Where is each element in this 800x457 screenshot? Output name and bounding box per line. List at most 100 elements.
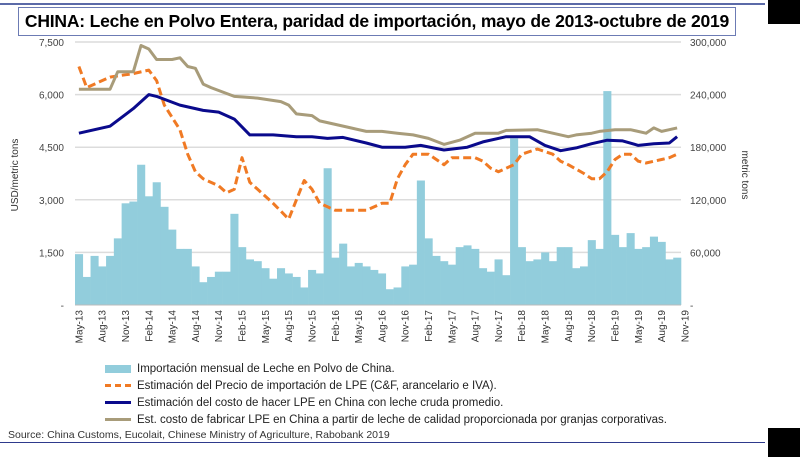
x-tick-label: May-18 [541,310,552,344]
bar [191,266,200,305]
x-tick-label: Aug-14 [191,310,202,343]
y-tick-label: 6,000 [39,91,64,102]
bar [564,247,573,305]
y-tick-label: 7,500 [39,38,64,49]
x-tick-label: May-15 [261,310,272,344]
bar [673,257,682,305]
bar [183,248,192,305]
bar [370,269,379,305]
bar [580,266,589,305]
bar [308,269,317,305]
bar [525,261,534,305]
bar [556,247,565,305]
bar [75,254,84,305]
bar [323,168,332,305]
bar [603,91,612,306]
series-line-1 [78,93,679,153]
bar [168,229,177,305]
top-divider [0,3,765,5]
legend-label: Est. costo de fabricar LPE en China a pa… [137,413,667,426]
bar [222,271,231,305]
legend: Importación mensual de Leche en Polvo de… [105,360,667,428]
bar [665,259,674,305]
bar [331,257,340,305]
bar [106,255,115,305]
x-tick-label: Nov-16 [401,310,412,343]
bar [137,164,146,305]
x-tick-label: Nov-13 [121,310,132,343]
chart-svg: - - 1,500 60,000 3,000 120,000 4,500 180,000 6,0… [10,38,750,344]
x-tick-label: Feb-17 [424,310,435,342]
x-tick-label: Nov-17 [494,310,505,343]
bar [517,247,526,305]
bar [207,276,216,305]
bar [455,247,464,305]
bar [160,206,169,305]
bar [230,213,239,305]
bar [129,201,138,305]
legend-swatch-dashed [105,384,131,387]
legend-label: Estimación del costo de hacer LPE en Chi… [137,396,504,409]
chart-title: CHINA: Leche en Polvo Entera, paridad de… [18,7,736,36]
x-tick-label: Aug-13 [98,310,109,343]
bar [300,287,309,305]
bar [409,264,418,305]
bar [113,238,122,305]
bar [486,271,495,305]
x-tick-label: Nov-14 [214,310,225,343]
bar [447,264,456,305]
bar [176,248,185,305]
y2-tick-label: 300,000 [690,38,727,49]
y2-tick-label: - [690,301,693,312]
legend-swatch-line [105,418,131,421]
bar [393,287,402,305]
bar [385,289,394,305]
legend-item-imports: Importación mensual de Leche en Polvo de… [105,360,667,377]
black-block [768,0,800,24]
bar [548,261,557,305]
bar [463,245,472,305]
y-tick-label: 1,500 [39,248,64,259]
x-tick-label: Aug-16 [377,310,388,343]
bar [533,259,542,305]
legend-swatch-bar [105,364,131,373]
bar [626,233,635,305]
x-tick-label: Aug-17 [471,310,482,343]
bar [261,268,270,305]
bar [339,243,348,305]
bar [199,282,208,305]
bar [214,271,223,305]
x-tick-label: May-13 [74,310,85,344]
x-tick-label: May-14 [168,310,179,344]
bar [378,273,387,305]
bar [642,247,651,305]
bar [292,276,301,305]
bar [253,261,262,305]
legend-swatch-line [105,401,131,404]
bar [98,266,107,305]
bar [502,275,511,305]
x-tick-label: Nov-19 [680,310,691,343]
y2-axis-label: metric tons [739,151,750,200]
y-axis-label: USD/metric tons [10,139,21,212]
bar [471,248,480,305]
x-tick-label: Feb-14 [144,310,155,342]
bar [277,268,286,305]
y2-tick-label: 180,000 [690,143,727,154]
x-tick-label: Nov-15 [307,310,318,343]
bar [346,266,355,305]
bar [354,262,363,305]
x-tick-label: May-17 [447,310,458,344]
bar [649,236,658,305]
bar [90,255,99,305]
bar [269,278,278,305]
bar [618,247,627,305]
bottom-divider [0,442,765,443]
y2-tick-label: 60,000 [690,248,721,259]
bar [510,138,519,305]
bar [440,261,449,305]
x-tick-label: May-16 [354,310,365,344]
x-tick-label: May-19 [634,310,645,344]
bar [362,266,371,305]
